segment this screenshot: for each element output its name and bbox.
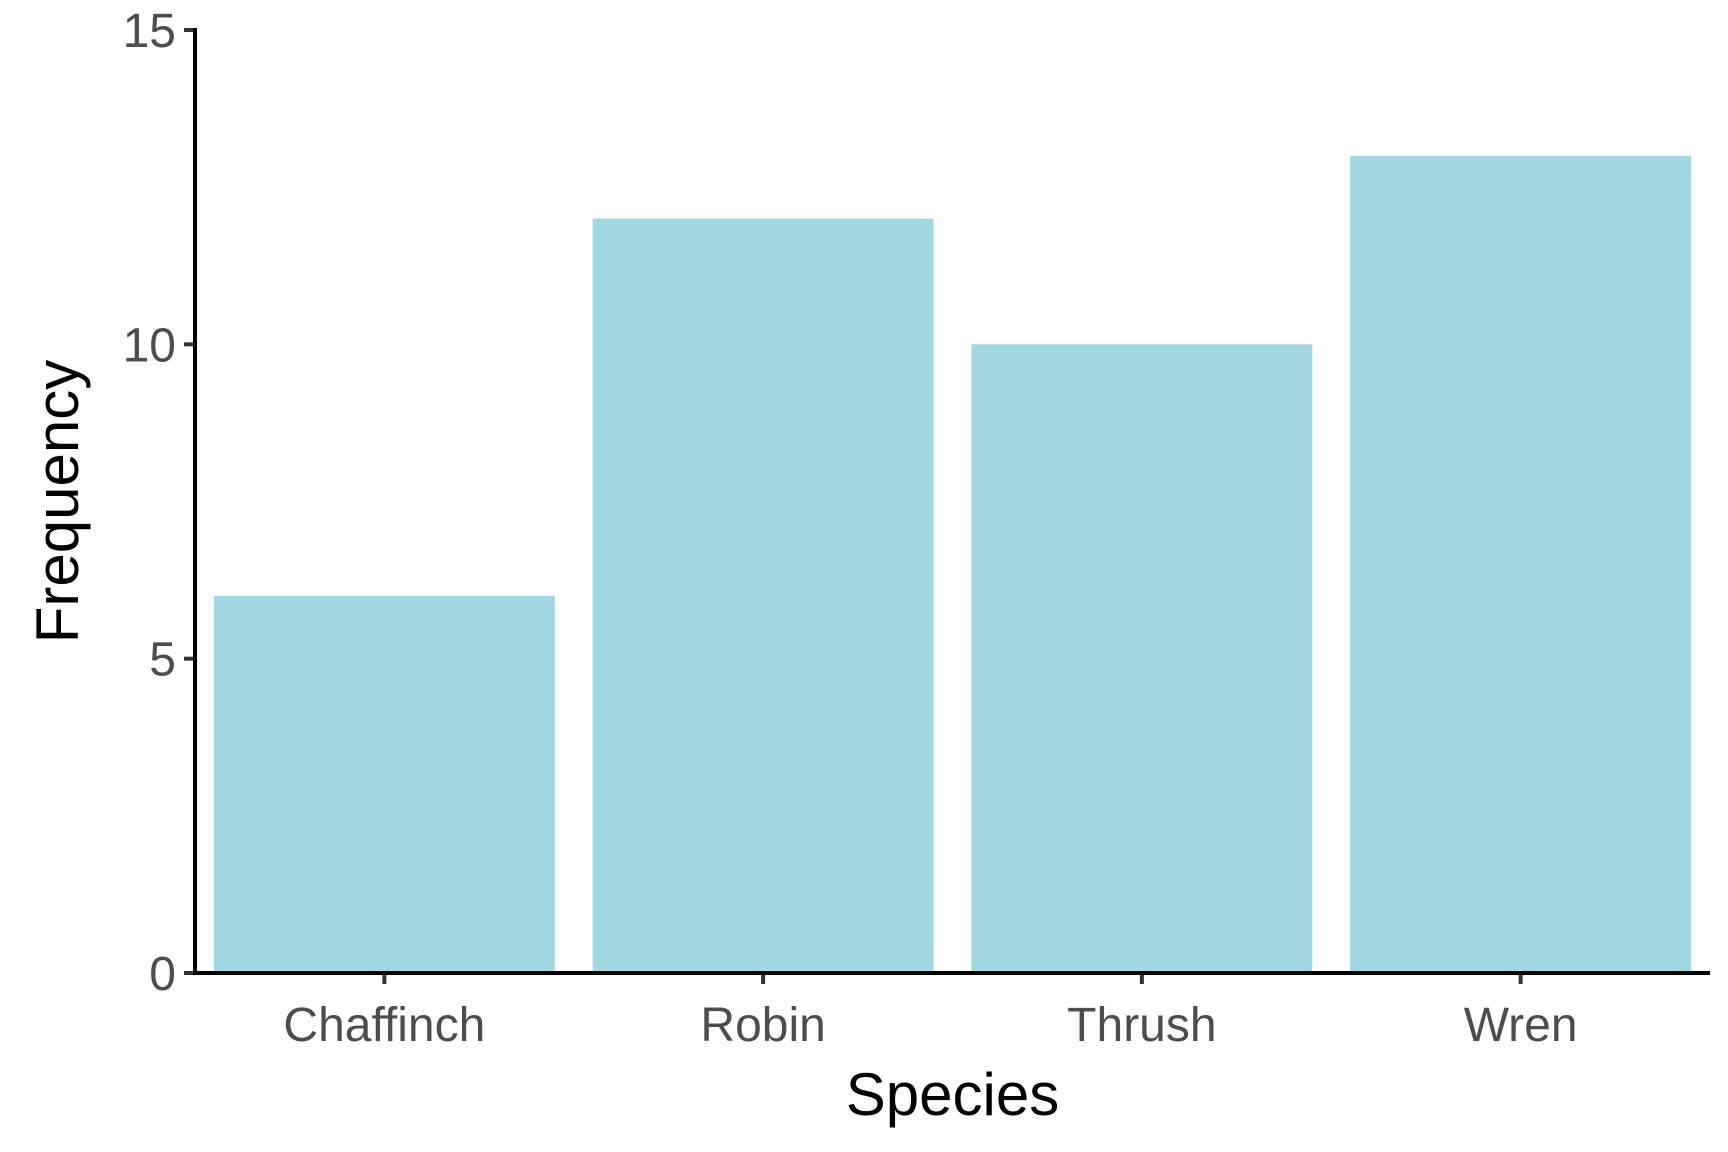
bars-layer bbox=[213, 155, 1692, 974]
y-tick-label: 10 bbox=[123, 319, 176, 372]
y-axis-ticks: 0 5 10 15 bbox=[123, 5, 195, 1001]
y-axis-title: Frequency bbox=[24, 360, 91, 643]
y-tick-label: 15 bbox=[123, 5, 176, 58]
bar-chaffinch bbox=[213, 595, 555, 973]
x-axis-ticks: Chaffinch Robin Thrush Wren bbox=[283, 973, 1578, 1052]
x-tick-label: Robin bbox=[700, 999, 825, 1052]
x-axis-title: Species bbox=[846, 1061, 1059, 1128]
bar-wren bbox=[1350, 155, 1692, 973]
y-tick-label: 5 bbox=[149, 634, 176, 687]
x-tick-label: Thrush bbox=[1067, 999, 1216, 1052]
y-tick-label: 0 bbox=[149, 948, 176, 1001]
bar-robin bbox=[592, 218, 934, 974]
x-tick-label: Wren bbox=[1464, 999, 1578, 1052]
x-tick-label: Chaffinch bbox=[283, 999, 485, 1052]
bar-thrush bbox=[971, 344, 1313, 973]
